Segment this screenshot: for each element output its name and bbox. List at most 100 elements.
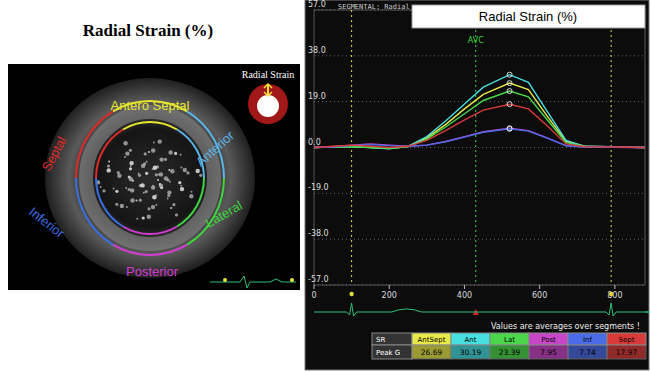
- speckle-dot: [183, 168, 187, 172]
- speckle-dot: [186, 171, 189, 174]
- legend-swatch: [490, 333, 529, 345]
- grid-line: [314, 101, 645, 102]
- y-tick-label: 38.0: [308, 46, 326, 55]
- speckle-dot: [100, 186, 102, 188]
- series-line: [314, 104, 645, 147]
- speckle-dot: [155, 173, 158, 176]
- x-tick: [539, 285, 540, 289]
- y-tick-label: -57.0: [308, 275, 329, 284]
- speckle-dot: [145, 172, 148, 175]
- event-dot: [609, 292, 613, 296]
- echo-background: [8, 64, 300, 290]
- speckle-dot: [126, 206, 128, 208]
- y-tick-label: -38.0: [308, 229, 329, 238]
- echo-tissue: [45, 78, 255, 278]
- speckle-dot: [199, 174, 202, 177]
- segment-arc: [123, 122, 177, 130]
- table-value-cell: [490, 345, 529, 359]
- speckle-dot: [120, 204, 124, 208]
- inset-cavity: [257, 95, 279, 117]
- annotation-line: [475, 30, 476, 285]
- speckle-dot: [168, 169, 170, 171]
- speckle-dot: [196, 169, 200, 173]
- segment-label: Inferior: [26, 204, 68, 241]
- echo-ecg-dot: [290, 278, 294, 282]
- legend-entry: AntSept: [418, 336, 446, 344]
- speckle-dot: [159, 157, 163, 161]
- legend-swatch: [412, 333, 451, 345]
- table-value-cell: [412, 345, 451, 359]
- speckle-dot: [147, 207, 150, 210]
- speckle-dot: [125, 187, 127, 189]
- legend-swatch: [568, 333, 607, 345]
- speckle-dot: [169, 181, 171, 183]
- speckle: [96, 139, 202, 219]
- speckle-dot: [164, 176, 168, 180]
- table-value-cell: [568, 345, 607, 359]
- speckle-dot: [146, 161, 148, 163]
- segment-arc: [113, 245, 187, 255]
- y-tick-label: -19.0: [308, 183, 329, 192]
- speckle-dot: [191, 191, 193, 193]
- peak-marker: [507, 102, 512, 107]
- table-header-cell: [372, 333, 412, 345]
- speckle-dot: [145, 190, 148, 193]
- peak-value: 7.74: [579, 348, 596, 357]
- speckle-dot: [180, 187, 184, 191]
- grid-line: [314, 55, 645, 56]
- inset-label: Radial Strain: [242, 69, 295, 80]
- speckle-dot: [168, 150, 172, 154]
- speckle-dot: [129, 161, 133, 165]
- segment-label: Septal: [39, 134, 70, 174]
- speckle-dot: [115, 190, 118, 193]
- table-value-cell: [451, 345, 490, 359]
- table-value-cell: [529, 345, 568, 359]
- speckle-dot: [107, 164, 110, 167]
- series-line: [314, 91, 645, 148]
- series-line: [314, 83, 645, 148]
- segment-arc: [123, 227, 177, 235]
- note: Values are averages over segments !: [491, 322, 640, 331]
- inset-arrow: [267, 85, 269, 95]
- y-tick-label: 0.0: [308, 138, 321, 147]
- speckle-dot: [189, 194, 193, 198]
- image-title: Radial Strain (%): [83, 21, 213, 40]
- speckle-dot: [155, 204, 157, 206]
- speckle-dot: [157, 179, 159, 181]
- myocardium: [86, 112, 214, 244]
- speckle-dot: [152, 168, 154, 170]
- table-row-cell: [372, 345, 412, 359]
- speckle-dot: [174, 152, 177, 155]
- y-tick-label: 57.0: [308, 0, 326, 9]
- peak-marker: [507, 72, 512, 77]
- speckle-dot: [180, 185, 182, 187]
- speckle-dot: [158, 139, 162, 143]
- speckle-dot: [130, 188, 134, 192]
- legend-entry: Ant: [465, 336, 477, 344]
- speckle-dot: [130, 198, 134, 202]
- chart-panel: [305, 0, 649, 370]
- ecg-trace: [314, 303, 650, 316]
- legend-swatch: [607, 333, 646, 345]
- speckle-dot: [142, 216, 145, 219]
- series-line: [314, 75, 645, 149]
- legend-swatch: [529, 333, 568, 345]
- speckle-dot: [108, 161, 110, 163]
- peak-marker: [507, 126, 512, 131]
- speckle-dot: [144, 152, 147, 155]
- x-tick-label: 200: [382, 291, 397, 300]
- legend-entry: Post: [541, 336, 556, 344]
- segment-label: Antero Septal: [111, 98, 190, 113]
- legend-swatch: [451, 333, 490, 345]
- inset-arrow: [264, 92, 272, 96]
- speckle-dot: [178, 181, 181, 184]
- echo-ecg: [210, 276, 296, 288]
- speckle-dot: [107, 168, 111, 172]
- speckle-dot: [123, 141, 127, 145]
- table-row-label: Peak G: [376, 349, 400, 357]
- grid-line: [314, 285, 645, 286]
- speckle-dot: [117, 174, 121, 178]
- inset-ring: [248, 84, 288, 124]
- speckle-dot: [170, 169, 174, 173]
- event-dot: [349, 292, 353, 296]
